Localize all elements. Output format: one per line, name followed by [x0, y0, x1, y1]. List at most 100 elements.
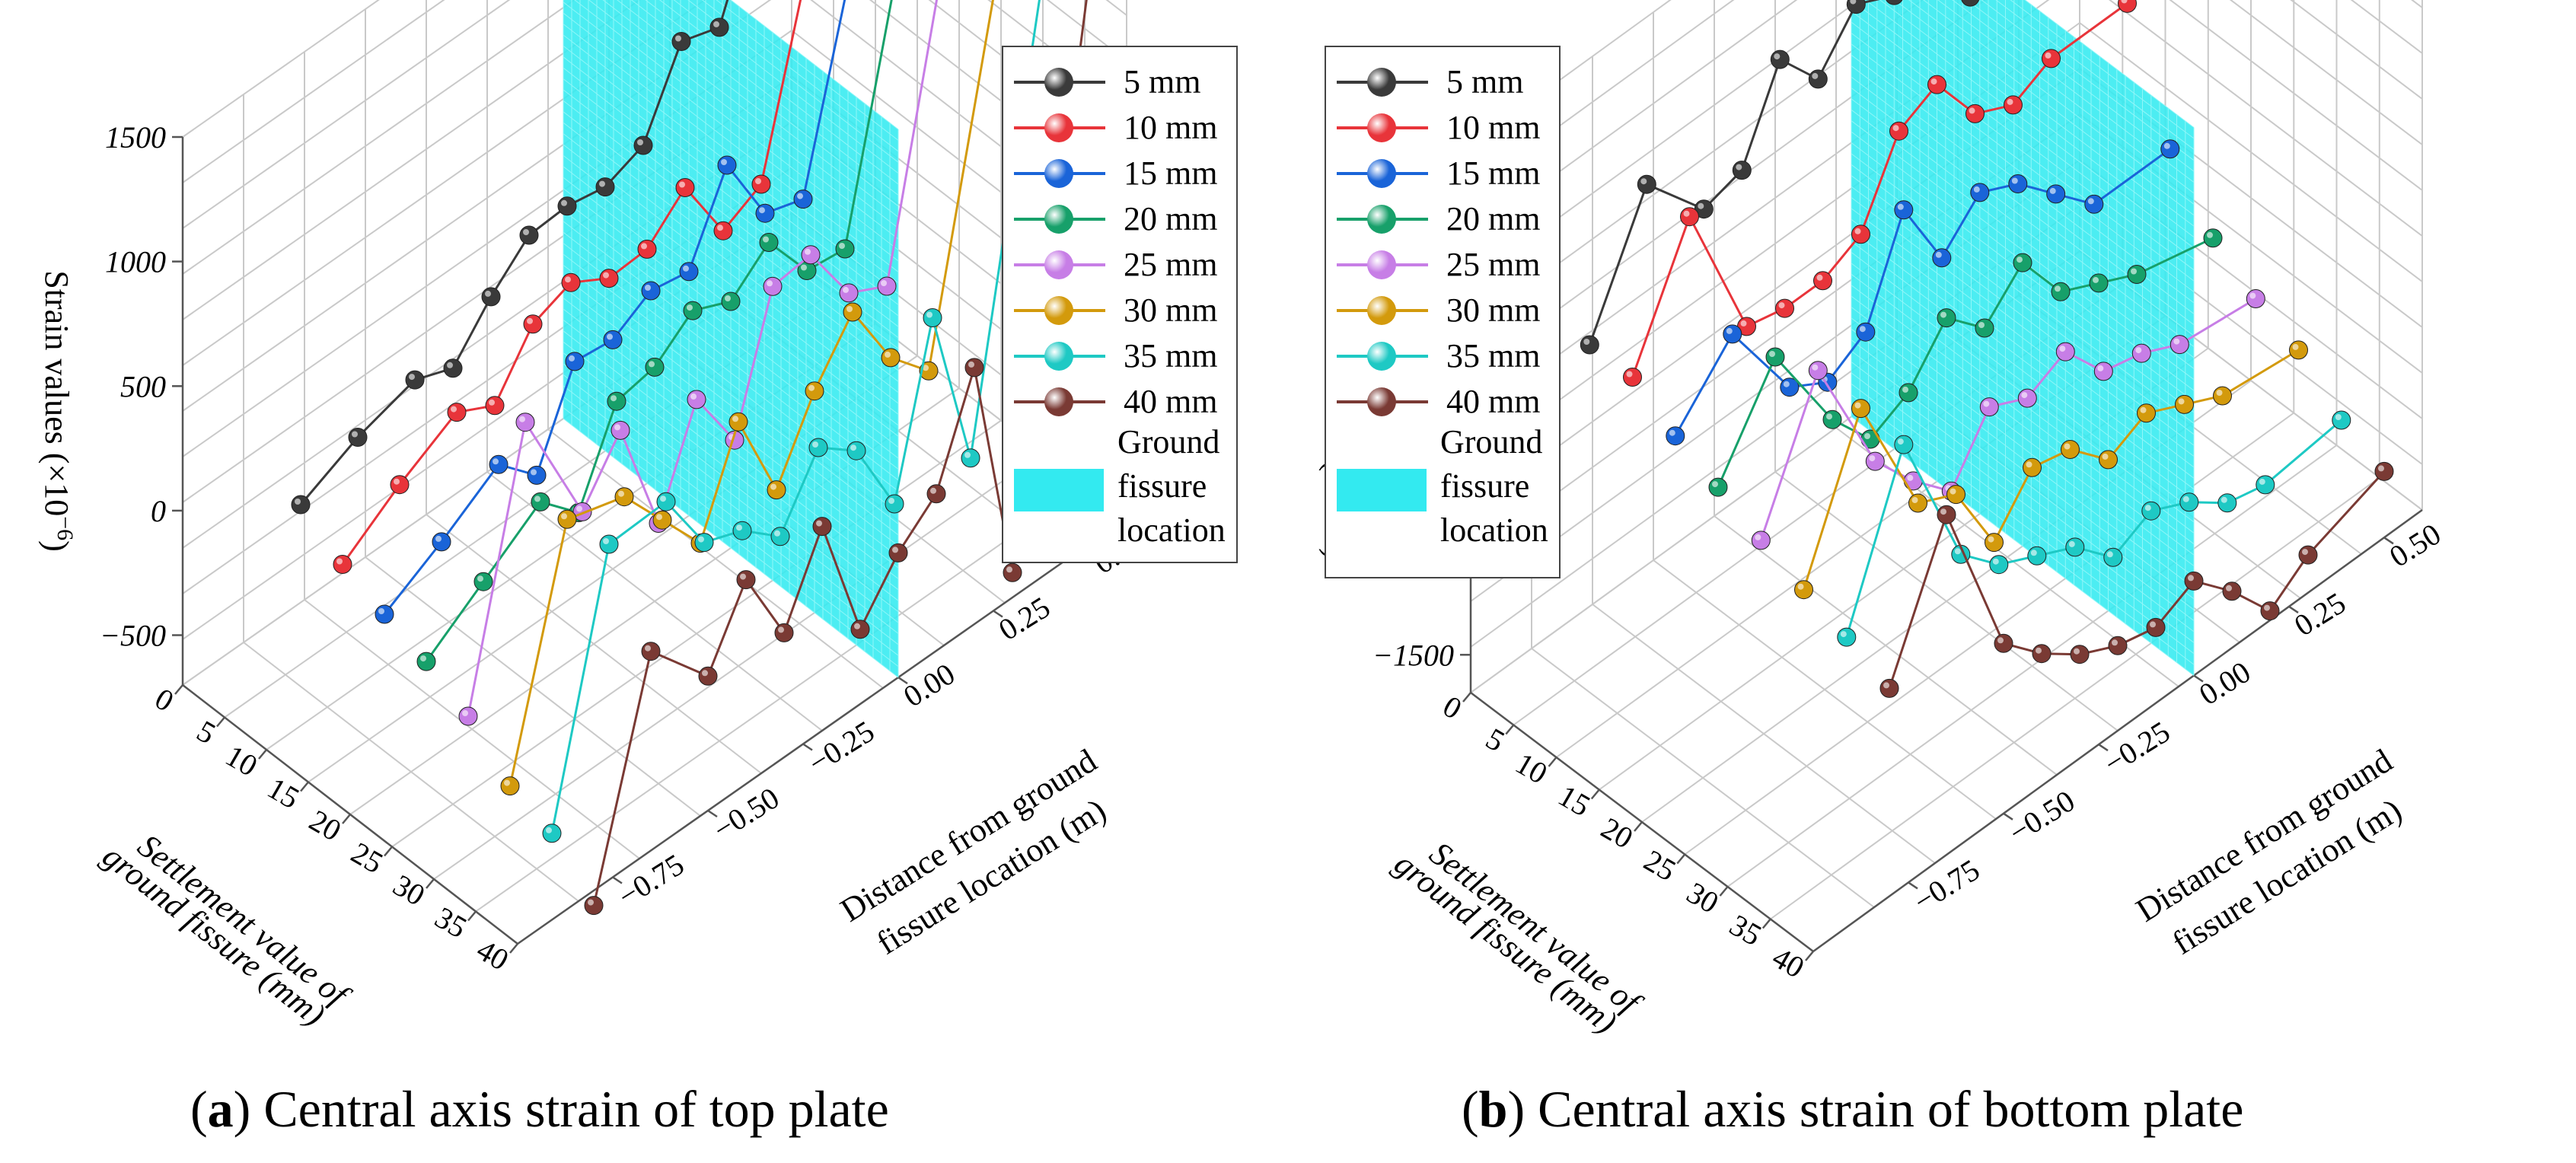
x-tick-label: 10	[220, 738, 263, 783]
fissure-mesh-line	[2010, 0, 2195, 139]
legend-label: 25 mm	[1124, 246, 1218, 283]
fissure-mesh-line	[563, 231, 899, 492]
data-point-highlight	[1778, 302, 1785, 309]
data-point-highlight	[649, 361, 655, 368]
fissure-mesh-line	[563, 210, 899, 470]
y-tick-label: 0.25	[993, 590, 1056, 647]
x-tick-label: 25	[1638, 843, 1682, 887]
grid-line	[182, 0, 380, 138]
data-point	[2256, 475, 2275, 495]
data-point-highlight	[2221, 496, 2227, 503]
data-point	[531, 492, 550, 511]
data-point-highlight	[2064, 443, 2071, 450]
x-tick-label: 20	[1596, 811, 1639, 856]
grid-line	[2109, 0, 2423, 237]
x-axis-label-line: Settlement value of	[131, 827, 359, 1015]
legend-item: 35 mm	[1003, 332, 1236, 378]
data-point-highlight	[2335, 414, 2342, 420]
fissure-mesh-line	[1851, 98, 2195, 358]
data-point-highlight	[725, 295, 731, 301]
data-point-highlight	[660, 495, 666, 502]
grid-line	[1470, 0, 1672, 145]
x-tick-label: 0	[149, 681, 180, 719]
data-point-highlight	[881, 280, 887, 286]
x-tick-label: 10	[1510, 746, 1553, 791]
data-point	[2131, 343, 2151, 363]
data-point-highlight	[683, 265, 689, 272]
data-point	[2093, 362, 2113, 381]
data-point-highlight	[607, 333, 613, 340]
fissure-mesh-line	[563, 67, 899, 327]
data-point-highlight	[770, 483, 776, 490]
data-point-highlight	[1854, 402, 1861, 409]
data-point	[523, 314, 543, 334]
fissure-mesh-line	[1851, 339, 2195, 600]
legend-marker	[1044, 387, 1073, 416]
data-point-highlight	[576, 505, 582, 512]
data-point	[694, 533, 714, 553]
data-point-highlight	[690, 393, 697, 400]
data-point	[808, 438, 828, 457]
data-point	[1837, 627, 1857, 647]
data-point	[1765, 347, 1785, 367]
data-point	[843, 302, 862, 322]
data-point-highlight	[1892, 125, 1899, 132]
fissure-mesh-line	[563, 199, 899, 459]
fissure-mesh-line	[563, 122, 899, 382]
data-point-highlight	[675, 35, 681, 42]
y-tick-mark	[2003, 812, 2013, 820]
data-point-highlight	[812, 441, 818, 448]
z-axis-label-close: )	[38, 540, 75, 552]
data-point	[2260, 601, 2280, 621]
data-point	[1886, 0, 1903, 5]
legend-label: 5 mm	[1124, 63, 1201, 100]
data-point-highlight	[531, 469, 537, 476]
data-point	[641, 281, 661, 301]
data-point-highlight	[1626, 371, 1633, 378]
fissure-mesh-line	[563, 2, 899, 262]
data-point	[2160, 139, 2180, 159]
fissure-mesh-line	[563, 188, 899, 448]
data-point-highlight	[2106, 551, 2113, 558]
x-tick-mark	[1634, 821, 1643, 832]
data-point	[485, 396, 505, 416]
data-point-highlight	[1935, 251, 1942, 258]
data-point	[603, 330, 623, 349]
data-point-highlight	[603, 538, 609, 544]
data-point	[1927, 75, 1946, 94]
fissure-mesh-line	[563, 253, 899, 514]
data-point-highlight	[2249, 292, 2256, 299]
data-point-highlight	[2068, 540, 2075, 547]
caption-b-letter: b	[1478, 1080, 1508, 1138]
x-tick-mark	[426, 878, 435, 889]
fissure-mesh	[563, 0, 899, 678]
z-tick-label: 500	[120, 369, 166, 403]
data-point	[458, 706, 478, 726]
fissure-mesh-line	[617, 0, 899, 218]
fissure-mesh-line	[563, 374, 899, 634]
data-point	[291, 495, 311, 515]
data-point-highlight	[1740, 320, 1747, 327]
legend-marker	[1367, 68, 1396, 97]
y-tick-mark	[2288, 605, 2299, 613]
fissure-mesh-line	[563, 265, 899, 524]
data-point	[2032, 644, 2052, 664]
y-tick-mark	[612, 876, 623, 884]
data-point-highlight	[523, 229, 529, 235]
data-point-highlight	[1978, 322, 1985, 328]
x-tick-mark	[258, 749, 267, 760]
fissure-mesh-line	[563, 418, 899, 678]
data-point-highlight	[843, 286, 849, 293]
data-point-highlight	[885, 351, 891, 358]
legend-marker	[1044, 250, 1073, 279]
data-point-highlight	[1726, 327, 1733, 334]
data-point-highlight	[546, 827, 552, 833]
data-point-highlight	[645, 285, 651, 291]
data-point-highlight	[2173, 338, 2180, 345]
data-point	[2013, 253, 2032, 272]
data-point-highlight	[1907, 474, 1914, 481]
z-axis-label-exponent: −6	[53, 516, 78, 540]
data-point	[2298, 545, 2318, 565]
data-point-highlight	[1902, 386, 1908, 393]
data-point	[390, 475, 410, 495]
